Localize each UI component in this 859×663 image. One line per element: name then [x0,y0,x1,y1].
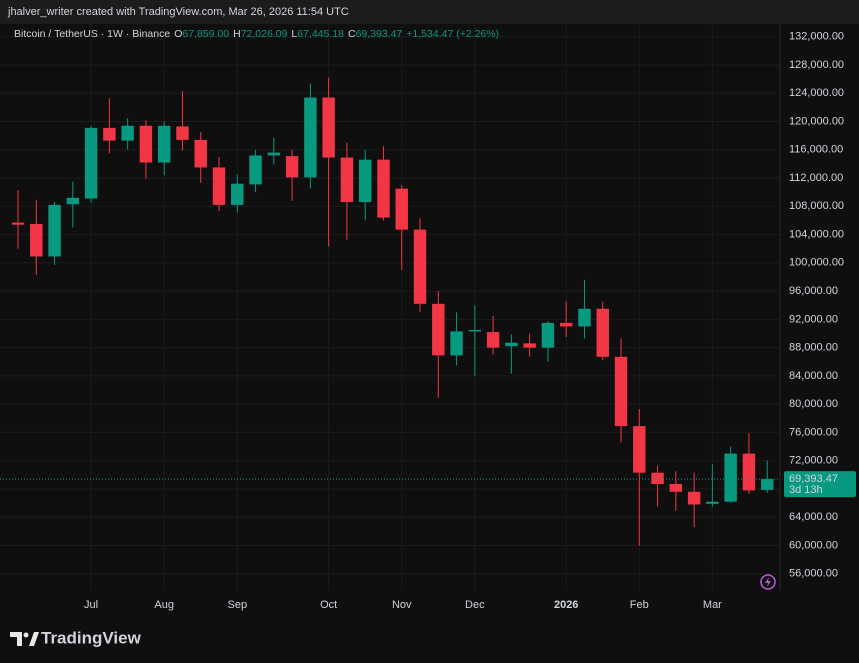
legend-label: C [348,28,356,40]
last-price-box [784,471,856,498]
candle-body [669,484,683,492]
candle-body [395,188,408,230]
x-tick-label: Feb [630,599,649,611]
candle-body [121,125,134,141]
candle-body [596,308,609,357]
candle-body [249,155,262,185]
footer-logo: TradingView [41,628,142,647]
candle-body [687,491,701,505]
x-tick-label: Sep [227,599,247,611]
y-tick-label: 120,000.00 [789,115,844,127]
y-tick-label: 108,000.00 [789,200,844,212]
candle-body [468,329,482,332]
candle-body [322,97,335,158]
y-tick-label: 64,000.00 [789,511,838,523]
x-tick-label: Dec [465,599,485,611]
candle-body [578,308,591,327]
y-tick-label: 128,000.00 [789,59,844,71]
y-tick-label: 72,000.00 [789,455,838,467]
y-tick-label: 112,000.00 [789,172,843,184]
x-tick-label: 2026 [554,599,578,611]
alert-icon [760,574,776,590]
y-tick-label: 116,000.00 [789,144,843,156]
candle-body [212,167,226,205]
y-tick-label: 124,000.00 [789,87,844,99]
candle-body [267,152,281,156]
tradingview-logo-icon [10,632,39,646]
symbol: Bitcoin / TetherUS · 1W · Binance [14,28,170,40]
candle-body [413,229,427,304]
candle-body [505,342,518,347]
candle-body [486,332,500,348]
candle-body [706,501,719,504]
y-tick-label: 60,000.00 [789,539,838,551]
y-tick-label: 84,000.00 [789,370,838,382]
candle-body [30,223,43,257]
candle-body [450,331,463,356]
y-tick-label: 80,000.00 [789,398,838,410]
candle-body [157,125,171,163]
y-tick-label: 96,000.00 [789,285,838,297]
legend-label: O [174,28,182,40]
grid [0,24,780,590]
candle-body [432,303,445,356]
candle-body [11,222,25,225]
countdown-label: 3d 13h [789,484,823,496]
candle-body [651,472,664,485]
candle-body [194,139,207,168]
y-tick-label: 92,000.00 [789,313,838,325]
last-price-label: 69,393.47 [789,473,838,485]
candle-body [340,157,354,203]
candle-body [541,322,555,348]
x-tick-label: Oct [320,599,337,611]
y-tick-label: 76,000.00 [789,426,838,438]
legend-value: 69,393.47 [356,28,403,40]
candle-body [176,126,189,140]
candle-body [103,127,116,141]
legend-value: 72,026.09 [241,28,288,40]
candle-body [633,426,646,473]
candle-body [48,204,61,257]
candle-body [559,322,573,327]
legend-change: +1,534.47 (+2.26%) [406,28,499,40]
y-tick-label: 132,000.00 [789,31,844,43]
candle-body [304,97,317,178]
header-text: jhalver_writer created with TradingView.… [7,6,349,18]
legend-value: 67,859.00 [182,28,229,40]
y-tick-label: 56,000.00 [789,568,838,580]
x-tick-label: Mar [703,599,722,611]
candle-body [614,356,628,427]
candle-body [84,127,98,199]
candle-body [358,159,372,203]
candle-body [724,453,737,502]
legend-label: H [233,28,241,40]
y-tick-label: 100,000.00 [789,257,844,269]
y-tick-label: 88,000.00 [789,342,838,354]
legend-value: 67,445.18 [297,28,344,40]
candle-body [66,197,80,205]
candle-body [139,125,153,163]
x-tick-label: Nov [392,599,412,611]
x-tick-label: Aug [154,599,174,611]
candle-body [377,159,390,218]
candle-body [523,343,536,348]
candle-body [742,453,756,491]
candle-body [760,479,774,490]
candles [11,77,774,546]
header-bar [0,0,859,24]
candle-body [231,183,244,205]
x-tick-label: Jul [84,599,98,611]
legend: Bitcoin / TetherUS · 1W · Binance O67,859… [14,28,499,40]
legend-label: L [291,28,297,40]
candle-body [285,156,299,178]
y-tick-label: 104,000.00 [789,228,844,240]
